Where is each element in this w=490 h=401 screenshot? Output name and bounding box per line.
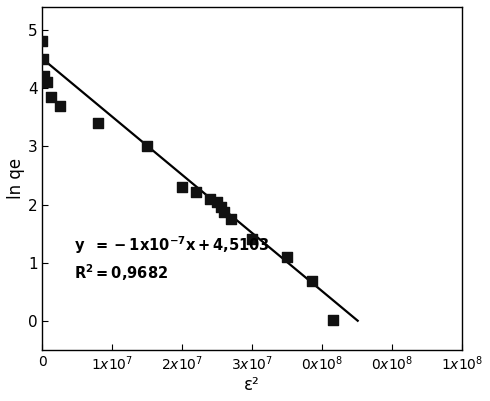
Point bbox=[39, 56, 47, 63]
X-axis label: ε²: ε² bbox=[244, 376, 260, 394]
Y-axis label: ln qe: ln qe bbox=[7, 158, 25, 199]
Point bbox=[38, 37, 46, 44]
Point bbox=[217, 204, 224, 211]
Point bbox=[43, 79, 50, 86]
Point bbox=[143, 143, 151, 150]
Point bbox=[283, 253, 291, 260]
Point bbox=[56, 103, 64, 109]
Point bbox=[308, 278, 316, 284]
Text: $\mathbf{y\ \ =-1x10^{-7}x + 4{,}5103}$: $\mathbf{y\ \ =-1x10^{-7}x + 4{,}5103}$ bbox=[74, 234, 270, 256]
Point bbox=[192, 188, 200, 195]
Point bbox=[47, 94, 55, 100]
Point bbox=[213, 198, 221, 205]
Point bbox=[227, 216, 235, 222]
Point bbox=[206, 196, 214, 202]
Point bbox=[329, 316, 337, 323]
Point bbox=[178, 184, 186, 190]
Point bbox=[95, 120, 102, 126]
Point bbox=[41, 72, 49, 79]
Point bbox=[248, 236, 256, 243]
Point bbox=[220, 208, 228, 215]
Text: $\mathbf{R^2 = 0{,}9682}$: $\mathbf{R^2 = 0{,}9682}$ bbox=[74, 262, 168, 283]
